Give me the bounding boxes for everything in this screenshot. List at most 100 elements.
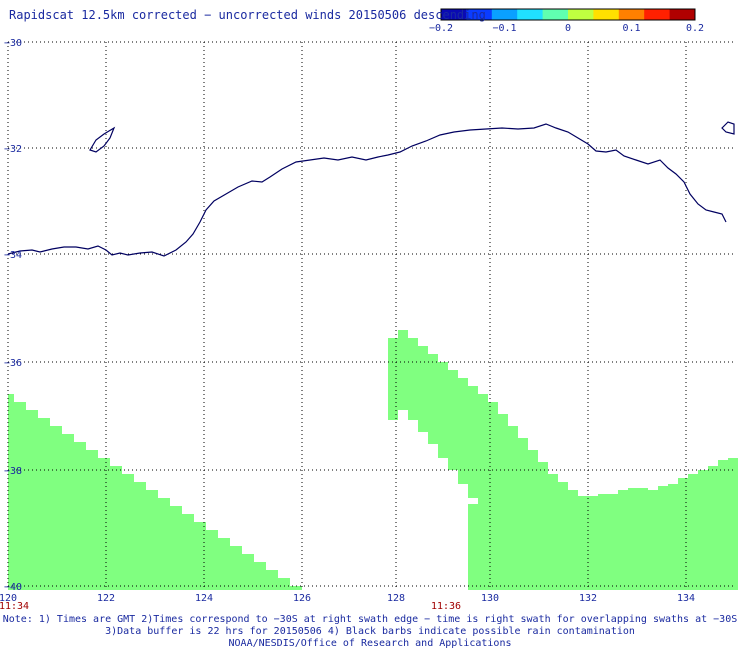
swath-cell bbox=[388, 338, 398, 420]
colorbar-segment bbox=[491, 9, 518, 20]
colorbar-segment bbox=[644, 9, 671, 20]
swath-cell bbox=[498, 524, 508, 590]
swath-cell bbox=[488, 520, 498, 590]
longitude-label: 130 bbox=[481, 593, 499, 604]
colorbar-segment bbox=[568, 9, 594, 20]
swath-cell bbox=[266, 570, 278, 590]
swath-cell bbox=[26, 410, 38, 590]
colorbar-tick-label: 0.2 bbox=[686, 23, 704, 34]
coastline bbox=[7, 123, 727, 257]
swath-cell bbox=[568, 490, 578, 590]
swath-cell bbox=[122, 474, 134, 590]
swath-time-label: 11:34 bbox=[0, 601, 29, 612]
swath-cell bbox=[468, 504, 478, 590]
chart-title: Rapidscat 12.5km corrected − uncorrected… bbox=[9, 8, 486, 22]
colorbar-segment bbox=[618, 9, 645, 20]
swath-cell bbox=[242, 554, 254, 590]
swath-cell bbox=[578, 496, 588, 590]
swath-cell bbox=[488, 402, 498, 526]
longitude-label: 122 bbox=[97, 593, 115, 604]
swath-cell bbox=[448, 370, 458, 470]
swath-cell bbox=[478, 394, 488, 512]
swath-cell bbox=[588, 496, 598, 590]
swath-cell bbox=[438, 362, 448, 458]
swath-cell bbox=[518, 438, 528, 570]
swath-cell bbox=[608, 494, 618, 590]
swath-cell bbox=[458, 378, 468, 484]
colorbar-segment bbox=[517, 9, 544, 20]
note-line-3: NOAA/NESDIS/Office of Research and Appli… bbox=[228, 638, 512, 649]
colorbar-tick-label: −0.1 bbox=[492, 23, 516, 34]
swath-cell bbox=[398, 330, 408, 410]
swath-cell bbox=[14, 402, 26, 590]
lat-lon-grid bbox=[7, 41, 734, 590]
longitude-label: 128 bbox=[387, 593, 405, 604]
swath-cell bbox=[408, 338, 418, 420]
swath-cell bbox=[718, 460, 728, 590]
swath-cell bbox=[86, 450, 98, 590]
swath-cell bbox=[688, 474, 698, 590]
colorbar-tick-label: 0 bbox=[565, 23, 571, 34]
longitude-labels: 120 122 124 126 128 130 132 134 bbox=[0, 593, 695, 604]
swath-cell bbox=[134, 482, 146, 590]
coast-fragment-east bbox=[721, 121, 735, 135]
swath-cell bbox=[206, 530, 218, 590]
swath-cell bbox=[418, 346, 428, 432]
swath-cell bbox=[50, 426, 62, 590]
longitude-label: 120 bbox=[0, 593, 17, 604]
colorbar-segment bbox=[669, 9, 696, 20]
latitude-label: −36 bbox=[4, 358, 22, 369]
swath-cell bbox=[618, 490, 628, 590]
latitude-label: −38 bbox=[4, 466, 22, 477]
colorbar-tick-label: 0.1 bbox=[622, 23, 640, 34]
swath-cell bbox=[194, 522, 206, 590]
swath-cell bbox=[518, 536, 528, 590]
swath-cell bbox=[698, 470, 708, 590]
swath-cell bbox=[478, 512, 488, 590]
wind-swaths bbox=[8, 330, 738, 590]
swath-cell bbox=[638, 488, 648, 590]
colorbar: −0.2 −0.1 0 0.1 0.2 bbox=[429, 8, 704, 34]
swath-cell bbox=[110, 466, 122, 590]
note-line-1: Note: 1) Times are GMT 2)Times correspon… bbox=[2, 614, 738, 625]
swath-cell bbox=[468, 386, 478, 498]
swath-cell bbox=[528, 450, 538, 590]
colorbar-segment bbox=[542, 9, 569, 20]
time-labels: 11:34 11:36 bbox=[0, 601, 461, 612]
swath-cell bbox=[728, 458, 738, 590]
swath-cell bbox=[508, 530, 518, 590]
island-recherche bbox=[89, 126, 116, 153]
longitude-label: 132 bbox=[579, 593, 597, 604]
latitude-label: −30 bbox=[4, 38, 22, 49]
latitude-label: −32 bbox=[4, 144, 22, 155]
swath-cell bbox=[558, 482, 568, 590]
swath-cell bbox=[508, 426, 518, 556]
latitude-label: −34 bbox=[4, 250, 22, 261]
swath-cell bbox=[38, 418, 50, 590]
swath-cell bbox=[548, 474, 558, 590]
longitude-label: 134 bbox=[677, 593, 695, 604]
swath-cell bbox=[170, 506, 182, 590]
swath-cell bbox=[74, 442, 86, 590]
swath-cell bbox=[708, 466, 718, 590]
swath-cell bbox=[538, 462, 548, 590]
colorbar-segment bbox=[441, 9, 467, 20]
colorbar-segment bbox=[466, 9, 493, 20]
swath-cell bbox=[98, 458, 110, 590]
swath-cell bbox=[218, 538, 230, 590]
swath-cell bbox=[182, 514, 194, 590]
swath-cell bbox=[158, 498, 170, 590]
swath-cell bbox=[290, 586, 302, 590]
longitude-label: 126 bbox=[293, 593, 311, 604]
swath-cell bbox=[62, 434, 74, 590]
colorbar-frame bbox=[440, 8, 696, 21]
colorbar-segment bbox=[593, 9, 620, 20]
swath-cell bbox=[678, 478, 688, 590]
latitude-labels: −30 −32 −34 −36 −38 −40 bbox=[4, 38, 22, 593]
colorbar-tick-label: −0.2 bbox=[429, 23, 453, 34]
swath-cell bbox=[628, 488, 638, 590]
swath-cell bbox=[668, 484, 678, 590]
swath-cell bbox=[658, 486, 668, 590]
swath-cell bbox=[8, 394, 14, 590]
